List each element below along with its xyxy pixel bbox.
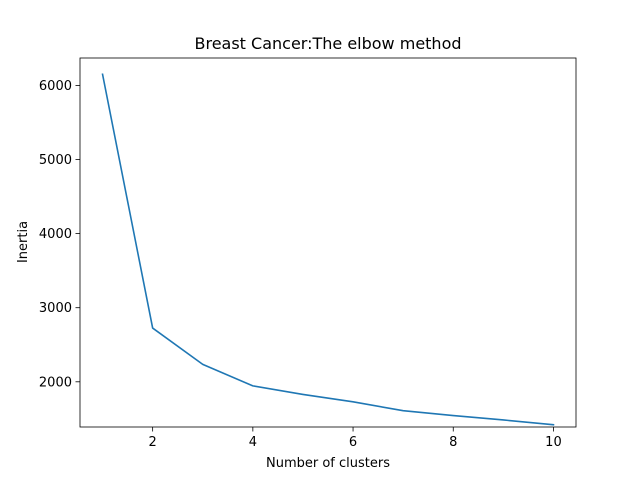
series-line-0 xyxy=(101,73,555,426)
chart-title: Breast Cancer:The elbow method xyxy=(194,34,461,53)
plot-area: 2 4 6 8 10 2000 3000 4000 5000 6000 xyxy=(39,57,577,450)
x-axis-label: Number of clusters xyxy=(266,456,390,471)
y-tick-label: 4000 xyxy=(39,227,72,242)
x-tick-label: 6 xyxy=(349,435,357,450)
y-axis-label: Inertia xyxy=(16,221,31,263)
x-tick-label: 2 xyxy=(149,435,157,450)
y-tick-label: 3000 xyxy=(39,301,72,316)
y-tick-label: 5000 xyxy=(39,153,72,168)
x-tick-label: 4 xyxy=(249,435,257,450)
x-tick-label: 8 xyxy=(449,435,457,450)
x-tick-label: 10 xyxy=(545,435,562,450)
y-tick-label: 2000 xyxy=(39,375,72,390)
y-tick-label: 6000 xyxy=(39,79,72,94)
axes-frame xyxy=(79,57,577,428)
